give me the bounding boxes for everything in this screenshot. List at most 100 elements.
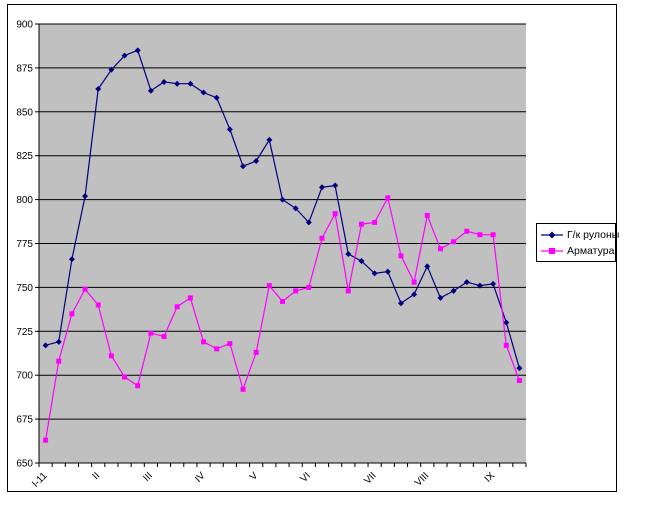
y-axis-label: 825: [16, 151, 33, 162]
data-point-square: [503, 342, 509, 348]
legend-item-gk-rulony: Г/к рулоны: [540, 228, 619, 241]
data-point-diamond: [292, 205, 299, 212]
x-axis-label: V: [248, 470, 261, 483]
data-point-square: [122, 374, 128, 380]
data-point-diamond: [476, 282, 483, 289]
data-point-square: [253, 349, 259, 355]
data-point-diamond: [318, 184, 325, 191]
data-point-diamond: [95, 85, 102, 92]
data-point-square: [306, 284, 312, 290]
data-point-square: [280, 298, 285, 304]
data-point-diamond: [450, 287, 457, 294]
data-point-square: [227, 341, 233, 347]
data-point-diamond: [55, 338, 62, 345]
data-point-diamond: [463, 279, 470, 286]
data-point-square: [108, 353, 114, 359]
data-point-square: [477, 232, 483, 238]
data-point-diamond: [187, 80, 194, 87]
x-axis-label: IV: [193, 470, 208, 485]
x-axis-label: VII: [362, 470, 378, 486]
data-point-square: [372, 219, 378, 225]
legend-item-armatura: Арматура: [540, 244, 615, 257]
data-point-diamond: [121, 52, 128, 59]
data-point-diamond: [68, 256, 75, 263]
data-point-diamond: [253, 157, 260, 164]
data-point-diamond: [226, 126, 233, 133]
data-point-diamond: [516, 365, 523, 372]
data-point-diamond: [161, 78, 168, 85]
data-point-square: [437, 246, 443, 252]
y-axis-label: 875: [16, 63, 33, 74]
x-axis-label: VI: [298, 470, 312, 484]
data-point-diamond: [305, 219, 312, 226]
data-point-square: [424, 212, 430, 218]
data-point-diamond: [279, 196, 286, 203]
chart-legend[interactable]: Г/к рулоны Арматура: [536, 223, 619, 262]
y-axis-label: 775: [16, 239, 33, 250]
data-point-diamond: [345, 251, 352, 258]
data-point-square: [174, 304, 180, 310]
data-point-diamond: [371, 270, 378, 277]
data-point-square: [385, 195, 391, 201]
data-point-diamond: [174, 80, 181, 87]
data-point-square: [135, 383, 141, 389]
data-point-diamond: [437, 294, 444, 301]
y-axis-label: 700: [16, 371, 33, 382]
data-point-diamond: [490, 280, 497, 287]
y-axis-label: 900: [16, 20, 33, 31]
x-axis-label: VIII: [413, 470, 431, 488]
data-point-diamond: [240, 163, 247, 170]
data-point-square: [95, 302, 101, 308]
data-point-square: [332, 211, 338, 217]
x-axis-label: IX: [483, 470, 498, 485]
data-point-square: [214, 346, 220, 352]
data-point-square: [319, 235, 325, 241]
data-point-square: [56, 358, 62, 364]
data-point-square: [398, 253, 404, 259]
x-axis-label: I-11: [30, 470, 50, 490]
chart-frame[interactable]: 650 675 700 725 750 775 800 825 850 875 900 I-11 II I…: [7, 4, 619, 492]
data-point-diamond: [108, 66, 115, 73]
data-point-diamond: [384, 268, 391, 275]
y-axis-label: 800: [16, 195, 33, 206]
data-point-square: [293, 288, 299, 294]
y-axis-label: 675: [16, 415, 33, 426]
data-point-diamond: [358, 258, 365, 265]
data-point-diamond: [266, 136, 273, 143]
data-point-diamond: [42, 342, 49, 349]
data-point-square: [490, 232, 496, 238]
data-point-diamond: [503, 319, 510, 326]
data-point-square: [187, 295, 193, 301]
x-axis-label: II: [91, 470, 103, 482]
data-point-square: [266, 283, 272, 289]
x-axis-label: III: [141, 470, 155, 484]
legend-label-armatura: Арматура: [567, 244, 615, 257]
data-point-square: [240, 386, 246, 392]
data-point-square: [516, 377, 522, 383]
data-point-diamond: [411, 291, 418, 298]
data-point-square: [161, 334, 167, 340]
data-point-square: [451, 239, 457, 245]
data-point-square: [82, 286, 88, 292]
data-point-square: [358, 221, 364, 227]
data-point-diamond: [200, 89, 207, 96]
data-point-square: [411, 279, 417, 285]
data-point-diamond: [424, 263, 431, 270]
data-point-diamond: [82, 193, 89, 200]
data-point-square: [69, 311, 75, 317]
data-point-diamond: [397, 300, 404, 307]
y-axis-label: 725: [16, 327, 33, 338]
legend-label-gk-rulony: Г/к рулоны: [567, 228, 620, 241]
data-point-diamond: [147, 87, 154, 94]
data-point-square: [464, 228, 470, 234]
y-axis-label: 750: [16, 283, 33, 294]
diamond-marker-icon: [541, 231, 563, 238]
data-point-square: [43, 437, 49, 443]
data-point-diamond: [213, 94, 220, 101]
data-point-square: [201, 339, 207, 345]
data-point-diamond: [332, 182, 339, 189]
data-point-square: [345, 288, 351, 294]
y-axis-label: 650: [16, 459, 33, 470]
